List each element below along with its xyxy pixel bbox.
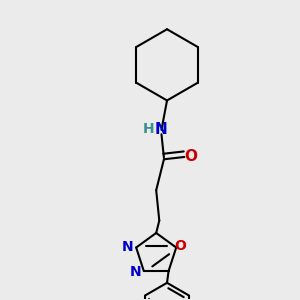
Text: H: H (142, 122, 154, 136)
Text: O: O (185, 149, 198, 164)
Text: O: O (175, 239, 187, 253)
Text: N: N (122, 240, 133, 254)
Text: N: N (129, 265, 141, 279)
Text: N: N (155, 122, 168, 137)
